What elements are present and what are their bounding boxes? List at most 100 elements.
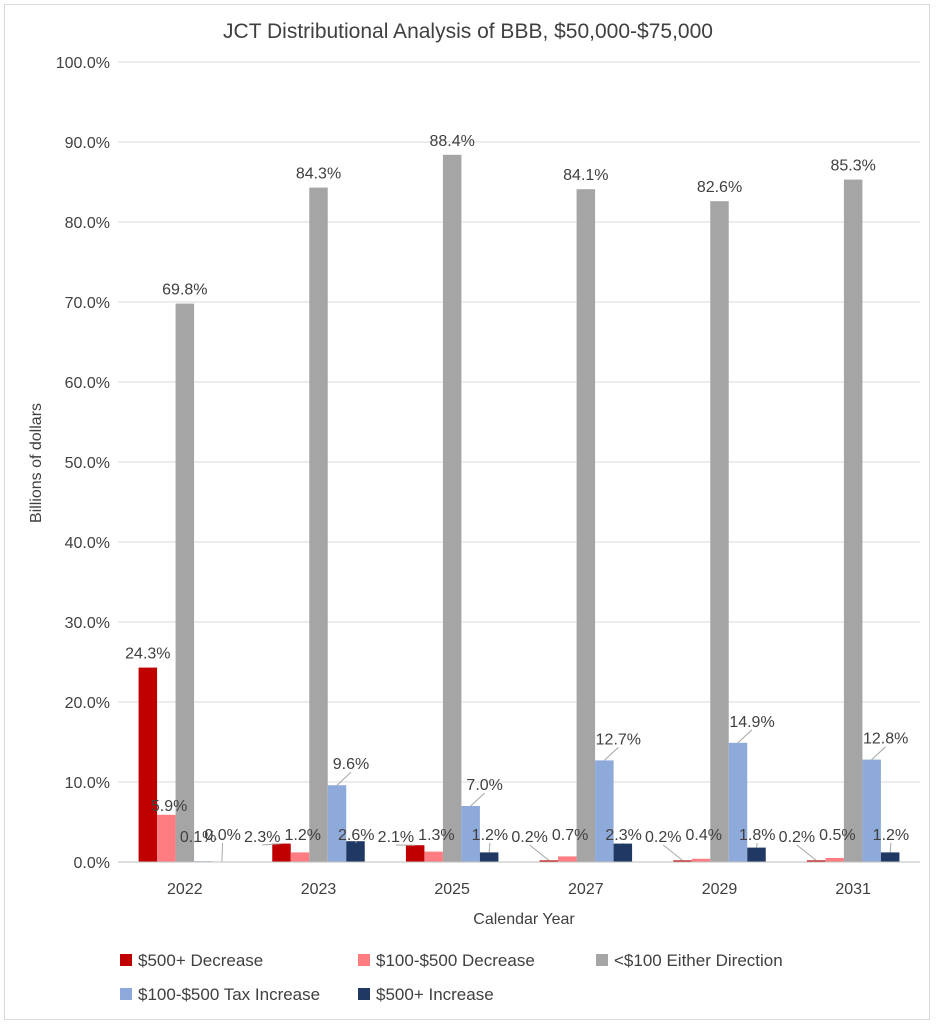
y-tick-label: 10.0% (65, 775, 110, 792)
data-label: 5.9% (151, 798, 187, 815)
data-label: 0.1% (180, 829, 216, 846)
data-label: 2.1% (378, 829, 414, 846)
legend: $500+ Decrease $100-$500 Decrease <$100 Ei… (120, 951, 783, 1004)
data-label: 12.8% (863, 731, 908, 748)
bar (479, 852, 499, 862)
y-tick-label: 30.0% (65, 615, 110, 632)
bar (880, 852, 900, 862)
leader-line (622, 842, 624, 844)
y-tick-label: 80.0% (65, 215, 110, 232)
bar (138, 667, 158, 862)
leader-line (756, 842, 758, 848)
legend-label: $100-$500 Tax Increase (138, 985, 320, 1004)
y-axis-title: Billions of dollars (28, 403, 45, 523)
y-tick-label: 100.0% (56, 55, 110, 72)
bar (272, 843, 291, 862)
leader-line (529, 844, 550, 861)
data-label: 14.9% (729, 714, 774, 731)
leader-line (470, 792, 486, 807)
x-tick-label: 2031 (835, 881, 871, 898)
legend-label: $100-$500 Decrease (376, 951, 535, 970)
x-axis-title: Calendar Year (473, 911, 575, 928)
x-tick-label: 2022 (167, 881, 203, 898)
data-label: 1.2% (472, 827, 508, 844)
bar (576, 189, 596, 862)
leader-line (796, 844, 817, 861)
data-label: 0.5% (819, 827, 855, 844)
legend-label: <$100 Either Direction (614, 951, 783, 970)
legend-swatch (596, 954, 608, 966)
data-label: 82.6% (697, 179, 742, 196)
leader-line (221, 842, 224, 863)
bar (346, 841, 365, 862)
bar (558, 856, 577, 862)
y-tick-label: 20.0% (65, 695, 110, 712)
x-tick-label: 2027 (568, 881, 604, 898)
legend-swatch (120, 988, 132, 1000)
bar (728, 742, 748, 862)
x-tick-label: 2025 (434, 881, 470, 898)
y-tick-label: 0.0% (74, 855, 110, 872)
bar (673, 860, 692, 862)
data-label: 1.3% (418, 827, 454, 844)
bar (424, 851, 443, 862)
bar (747, 847, 766, 862)
x-axis-ticks: 2022 2023 2025 2027 2029 2031 (167, 881, 871, 898)
leader-line (889, 842, 892, 853)
bar (825, 858, 844, 862)
y-axis-ticks: 0.0% 10.0% 20.0% 30.0% 40.0% 50.0% 60.0% 70.0% 8… (56, 55, 110, 872)
data-label: 2.3% (244, 829, 280, 846)
data-label: 69.8% (162, 282, 207, 299)
data-label: 0.7% (552, 827, 588, 844)
bar (613, 843, 633, 862)
legend-swatch (358, 954, 370, 966)
y-tick-label: 40.0% (65, 535, 110, 552)
bar (461, 806, 480, 862)
bar (539, 860, 559, 862)
bar (806, 860, 826, 862)
bar (691, 858, 711, 862)
data-label: 12.7% (596, 731, 641, 748)
data-label: 84.3% (296, 166, 341, 183)
bar (862, 759, 881, 862)
data-label: 0.4% (686, 827, 722, 844)
y-tick-label: 90.0% (65, 135, 110, 152)
bar (175, 303, 195, 863)
data-label: 1.2% (873, 827, 909, 844)
data-label: 0.0% (204, 827, 240, 844)
data-label: 7.0% (466, 777, 502, 794)
data-label: 0.2% (511, 829, 547, 846)
bar (405, 845, 425, 862)
x-tick-label: 2029 (702, 881, 738, 898)
gridlines (118, 61, 920, 783)
bars (138, 154, 900, 863)
data-label: 1.2% (285, 827, 321, 844)
legend-swatch (120, 954, 132, 966)
bar (327, 785, 347, 862)
data-label: 0.2% (645, 829, 681, 846)
data-label: 0.2% (779, 829, 815, 846)
leader-line (662, 844, 683, 861)
leader-line (355, 841, 357, 844)
legend-label: $500+ Decrease (138, 951, 263, 970)
bar (309, 187, 328, 863)
data-labels: 24.3%5.9%69.8%0.1%0.0% 2.3% 1.2%84.3%9.6%2… (125, 133, 909, 863)
bar (442, 154, 462, 863)
y-tick-label: 50.0% (65, 455, 110, 472)
data-label: 2.6% (338, 827, 374, 844)
y-tick-label: 70.0% (65, 295, 110, 312)
y-tick-label: 60.0% (65, 375, 110, 392)
bar (595, 760, 614, 862)
leader-line (603, 747, 619, 761)
leader-line (871, 746, 887, 760)
legend-label: $500+ Increase (376, 985, 494, 1004)
leader-line (737, 729, 753, 744)
leader-line (336, 771, 352, 786)
data-label: 1.8% (739, 827, 775, 844)
leader-line (488, 842, 491, 853)
bar (157, 814, 176, 862)
leader-line (262, 843, 282, 846)
legend-swatch (358, 988, 370, 1000)
x-tick-label: 2023 (301, 881, 337, 898)
